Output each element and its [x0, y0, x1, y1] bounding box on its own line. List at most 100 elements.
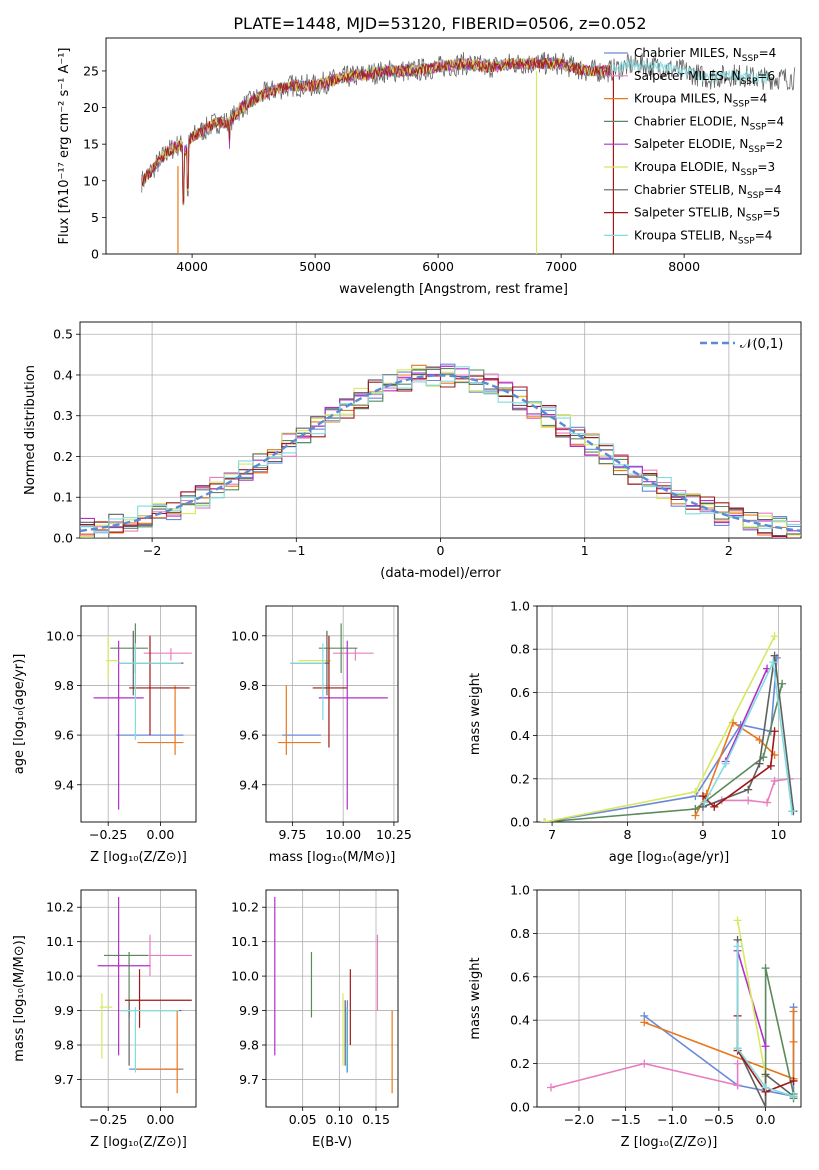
y-tick-label: 9.4 [239, 777, 259, 792]
y-tick-label: 10.1 [231, 934, 259, 949]
x-axis-label: Z [log₁₀(Z/Z⊙)] [621, 1135, 718, 1150]
y-tick-label: 5 [91, 210, 99, 225]
data-point [298, 635, 331, 681]
series-marker [761, 1070, 770, 1079]
y-tick-label: 15 [83, 137, 99, 152]
y-tick-label: 0.4 [510, 728, 530, 743]
y-tick-label: 9.7 [54, 1072, 74, 1087]
series-line [544, 683, 783, 822]
y-tick-label: 9.8 [54, 678, 74, 693]
data-point [97, 896, 150, 1056]
y-axis-label: Normed distribution [23, 365, 38, 495]
y-tick-label: 10.1 [46, 934, 74, 949]
data-point [93, 640, 144, 810]
axes-frame [265, 889, 399, 1108]
series-line [736, 920, 767, 1077]
plot-area [97, 896, 192, 1094]
x-tick-label: 9 [699, 827, 707, 842]
plot-area [546, 916, 798, 1107]
axes-frame [80, 605, 197, 823]
x-tick-label: 0 [437, 543, 445, 558]
plot-area [80, 363, 801, 538]
x-axis-label: Z [log₁₀(Z/Z⊙)] [90, 850, 187, 865]
panel-Z-mass-5: −0.25 0.00 9.7 9.8 9.9 10.0 10.1 10.2 Z [log₁₀(Z… [12, 889, 197, 1150]
series-marker [770, 632, 779, 641]
x-tick-label: 7 [548, 827, 556, 842]
series-marker [789, 1076, 798, 1085]
y-axis-label: age [log₁₀(age/yr)] [12, 654, 27, 775]
y-axis-label: Flux [fλ10⁻¹⁷ erg cm⁻² s⁻¹ A⁻¹] [57, 48, 72, 245]
series-marker [789, 1037, 798, 1046]
y-tick-label: 0.8 [510, 642, 530, 657]
x-tick-label: 0.15 [362, 1112, 390, 1127]
series-marker [721, 759, 730, 768]
data-point [333, 648, 374, 661]
x-tick-label: 7000 [545, 259, 577, 274]
panel-mass-age-3: 9.75 10.00 10.25 9.4 9.6 9.8 10.0 mass [log₁₀(M… [231, 605, 412, 865]
series-marker [640, 1059, 649, 1068]
y-tick-label: 0.1 [53, 490, 73, 505]
y-tick-label: 0.2 [510, 771, 530, 786]
data-point [290, 643, 325, 721]
data-point [278, 685, 321, 755]
x-tick-label: 6000 [422, 259, 454, 274]
x-tick-label: 10.00 [325, 827, 361, 842]
data-point [110, 623, 148, 674]
series-marker [787, 807, 796, 816]
series-line [702, 731, 776, 808]
y-tick-label: 0.4 [53, 367, 73, 382]
x-tick-label: −0.5 [704, 1112, 734, 1127]
plot-area [274, 896, 393, 1094]
x-tick-label: 0.05 [289, 1112, 317, 1127]
legend-label: Kroupa STELIB, NSSP=4 [634, 228, 772, 246]
series-marker [761, 964, 770, 973]
data-point [312, 635, 348, 748]
y-tick-label: 0.5 [53, 327, 73, 342]
series-marker [710, 802, 719, 811]
data-point [135, 1010, 182, 1094]
y-tick-label: 10.2 [231, 900, 259, 915]
spectrum-line [141, 51, 796, 206]
series-marker [546, 1083, 555, 1092]
legend: Chabrier MILES, NSSP=4 Salpeter MILES, NS… [604, 46, 784, 246]
legend-label: Salpeter MILES, NSSP=6 [634, 69, 775, 87]
series-line [550, 1062, 739, 1089]
panel-step-1: −2 −1 0 1 2 0.0 0.1 0.2 0.3 0.4 0.5 (data-model)/er… [23, 321, 802, 581]
series-marker [640, 1018, 649, 1027]
y-tick-label: 0.0 [510, 815, 530, 830]
y-tick-label: 0.4 [510, 1013, 530, 1028]
y-tick-label: 25 [83, 63, 99, 78]
series-line [724, 668, 768, 762]
x-tick-label: 0.10 [325, 1112, 353, 1127]
axes-frame [536, 889, 802, 1108]
panel-Z-weight-7: −2.0 −1.5 −1.0 −0.5 0.0 0.0 0.2 0.4 0.6 0.8 1.0 Z [… [468, 883, 802, 1150]
series-marker [770, 727, 779, 736]
y-axis-label: mass weight [468, 673, 483, 755]
y-tick-label: 0.8 [510, 926, 530, 941]
y-tick-label: 10.0 [231, 969, 259, 984]
legend-label: Chabrier ELODIE, NSSP=4 [634, 114, 784, 132]
series-marker [763, 798, 772, 807]
x-tick-label: 1 [581, 543, 589, 558]
plot-area [93, 623, 192, 810]
series-marker [744, 785, 753, 794]
legend-label: Salpeter ELODIE, NSSP=2 [634, 137, 783, 155]
gaussian-curve [80, 374, 801, 533]
panel-age-weight-4: 7 8 9 10 0.0 0.2 0.4 0.6 0.8 1.0 age [log₁₀(age/yr… [468, 599, 802, 865]
data-point [118, 643, 182, 741]
y-tick-label: 20 [83, 100, 99, 115]
data-point [99, 993, 113, 1059]
x-axis-label: mass [log₁₀(M/M⊙)] [269, 850, 396, 865]
data-point [129, 635, 190, 736]
x-tick-label: 5000 [299, 259, 331, 274]
series-marker [733, 916, 742, 925]
plot-area [278, 623, 388, 810]
series-marker [755, 759, 764, 768]
y-tick-label: 0.0 [510, 1100, 530, 1115]
x-tick-label: 8 [624, 827, 632, 842]
y-tick-label: 10 [83, 173, 99, 188]
series-marker [698, 802, 707, 811]
series-marker [778, 679, 787, 688]
legend-label: Chabrier STELIB, NSSP=4 [634, 183, 782, 201]
series-marker [766, 761, 775, 770]
